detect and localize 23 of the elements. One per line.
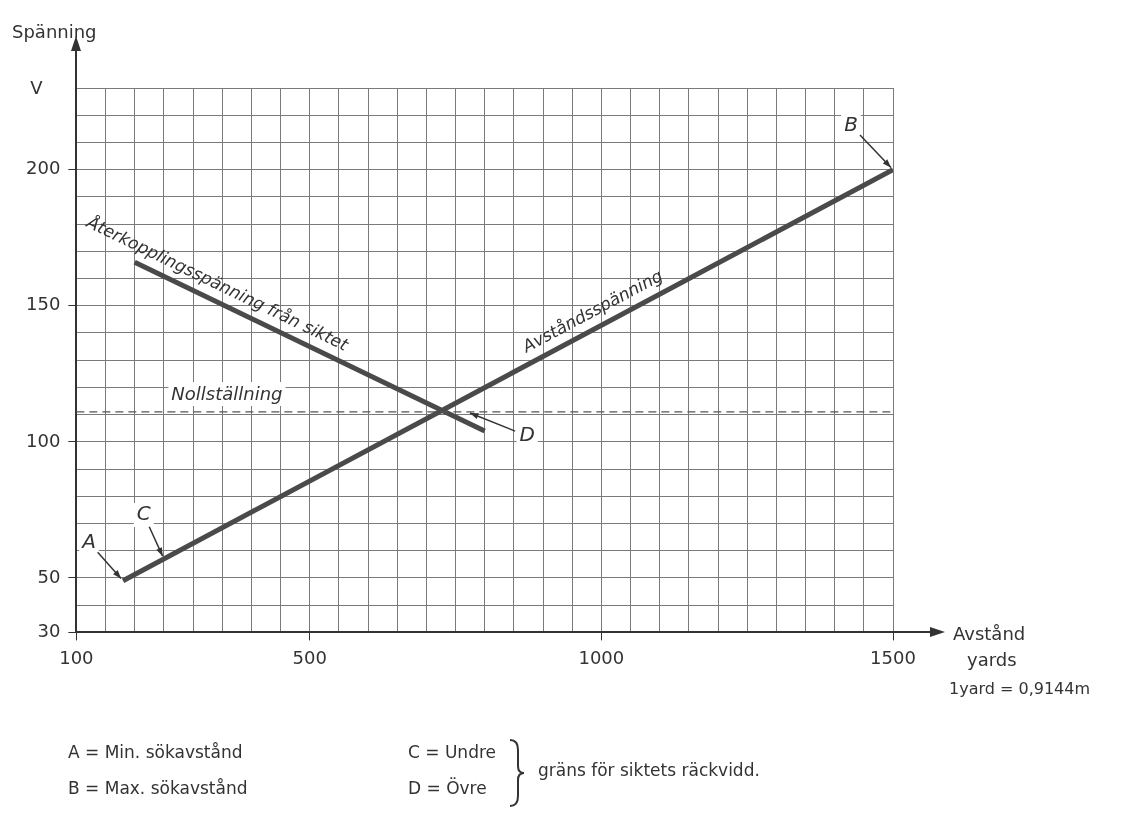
text: 1yard = 0,9144m <box>949 679 1091 699</box>
x-tick-label: 1000 <box>578 646 625 668</box>
annotation: A <box>80 528 96 553</box>
x-tick-label: 500 <box>292 646 327 668</box>
text: V <box>30 77 44 98</box>
y-tick-label: 50 <box>37 565 61 587</box>
annotation: C <box>136 501 151 526</box>
y-tick-label: 200 <box>26 157 61 179</box>
y-tick-label: 100 <box>26 429 61 451</box>
ref-line-label: Nollställning <box>171 382 283 404</box>
x-tick-label: 100 <box>59 646 94 668</box>
x-axis-title: Avstånd yards <box>953 623 1026 671</box>
text: B = Max. sökavstånd <box>68 778 248 798</box>
annotation: D <box>519 422 535 447</box>
annotation: B <box>844 111 858 136</box>
text: gräns för siktets räckvidd. <box>538 760 760 780</box>
y-tick-label: 150 <box>26 293 61 315</box>
x-tick-label: 1500 <box>870 646 916 668</box>
text: A = Min. sökavstånd <box>68 742 243 762</box>
y-axis-title: Spänning <box>12 21 97 42</box>
text: D = Övre <box>408 778 487 798</box>
text: C = Undre <box>408 742 497 762</box>
y-tick-label: 30 <box>37 620 61 642</box>
